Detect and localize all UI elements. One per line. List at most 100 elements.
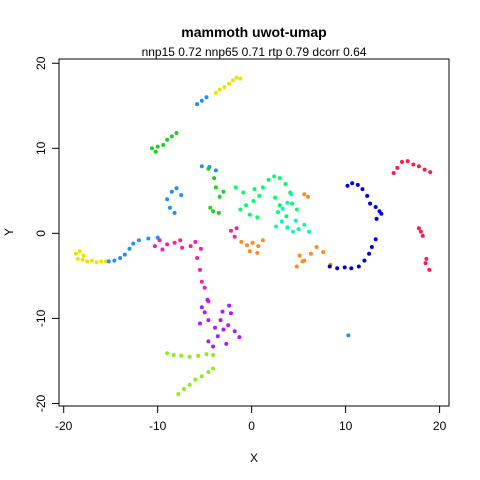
data-point <box>277 176 282 181</box>
data-point <box>291 229 295 234</box>
x-tick-label: 10 <box>339 419 353 433</box>
data-point <box>160 247 165 252</box>
data-point <box>239 239 244 244</box>
x-axis: -20 -10 0 10 20 <box>55 405 447 433</box>
data-point <box>290 201 295 206</box>
data-point <box>416 164 421 169</box>
data-point <box>356 264 361 269</box>
data-point <box>204 352 209 357</box>
data-point <box>77 249 82 254</box>
data-point <box>85 259 90 264</box>
data-point <box>202 310 207 315</box>
data-point <box>349 266 354 271</box>
data-point <box>206 370 211 374</box>
data-point <box>182 387 186 391</box>
data-point <box>234 226 239 231</box>
data-point <box>213 91 218 95</box>
data-point <box>238 207 243 212</box>
data-point <box>211 344 216 349</box>
data-point <box>257 193 262 198</box>
data-point <box>302 222 307 227</box>
data-point <box>136 238 141 243</box>
data-point <box>272 174 277 179</box>
data-point <box>411 162 416 167</box>
data-point <box>345 183 350 188</box>
data-point <box>179 353 184 358</box>
data-point <box>321 250 326 255</box>
data-point <box>217 87 222 92</box>
data-point <box>229 311 233 316</box>
data-point <box>285 225 290 230</box>
data-point <box>400 159 404 164</box>
data-point <box>179 193 184 198</box>
data-point <box>221 189 226 194</box>
data-point <box>211 209 216 214</box>
data-point <box>211 353 216 357</box>
data-point <box>293 218 298 223</box>
data-point <box>297 253 302 258</box>
data-point <box>155 144 160 149</box>
data-point <box>296 227 301 232</box>
data-point <box>152 244 157 249</box>
x-tick-label: 0 <box>248 419 255 433</box>
data-point <box>308 251 313 256</box>
data-point <box>424 256 429 261</box>
data-point <box>368 201 373 206</box>
data-point <box>220 309 225 314</box>
data-point <box>217 194 222 199</box>
data-point <box>360 187 365 192</box>
data-point <box>256 244 261 249</box>
data-point <box>374 216 379 221</box>
data-point <box>204 95 209 100</box>
data-point <box>238 76 243 81</box>
data-point <box>174 131 179 135</box>
data-point <box>206 339 211 344</box>
data-point <box>169 134 174 139</box>
data-point <box>104 259 108 264</box>
y-axis: -20 -10 0 10 20 <box>34 56 60 412</box>
data-point <box>280 206 285 211</box>
data-point <box>198 267 202 272</box>
data-point <box>260 238 265 243</box>
data-point <box>283 182 288 186</box>
data-point <box>260 185 265 190</box>
data-point <box>241 190 246 195</box>
data-point <box>367 251 372 256</box>
data-point <box>174 186 179 191</box>
data-point <box>244 203 248 208</box>
data-point <box>274 224 279 229</box>
data-point <box>122 252 127 257</box>
data-point <box>195 102 200 107</box>
data-point <box>314 245 319 249</box>
data-point <box>131 241 136 246</box>
data-point <box>221 327 226 332</box>
data-point <box>199 279 204 284</box>
data-point <box>178 238 183 243</box>
y-tick-label: 10 <box>34 141 48 155</box>
data-point <box>255 215 260 220</box>
data-point <box>161 142 166 147</box>
data-point <box>180 245 185 250</box>
data-point <box>232 329 237 334</box>
data-point <box>294 264 299 269</box>
y-tick-label: -10 <box>34 309 48 327</box>
data-point <box>302 192 307 197</box>
data-point <box>213 185 218 190</box>
data-point <box>350 181 355 186</box>
data-point <box>273 195 278 200</box>
data-point <box>176 392 181 397</box>
data-point <box>167 205 172 210</box>
y-axis-label: Y <box>2 228 16 236</box>
data-point <box>247 249 252 254</box>
data-point <box>369 245 374 249</box>
data-point <box>226 323 231 328</box>
data-point <box>285 200 290 205</box>
data-point <box>289 192 294 197</box>
chart-title: mammoth uwot-umap <box>181 24 326 40</box>
data-point <box>73 251 78 256</box>
data-point <box>391 171 396 175</box>
data-point <box>224 341 229 346</box>
data-point <box>80 257 85 262</box>
